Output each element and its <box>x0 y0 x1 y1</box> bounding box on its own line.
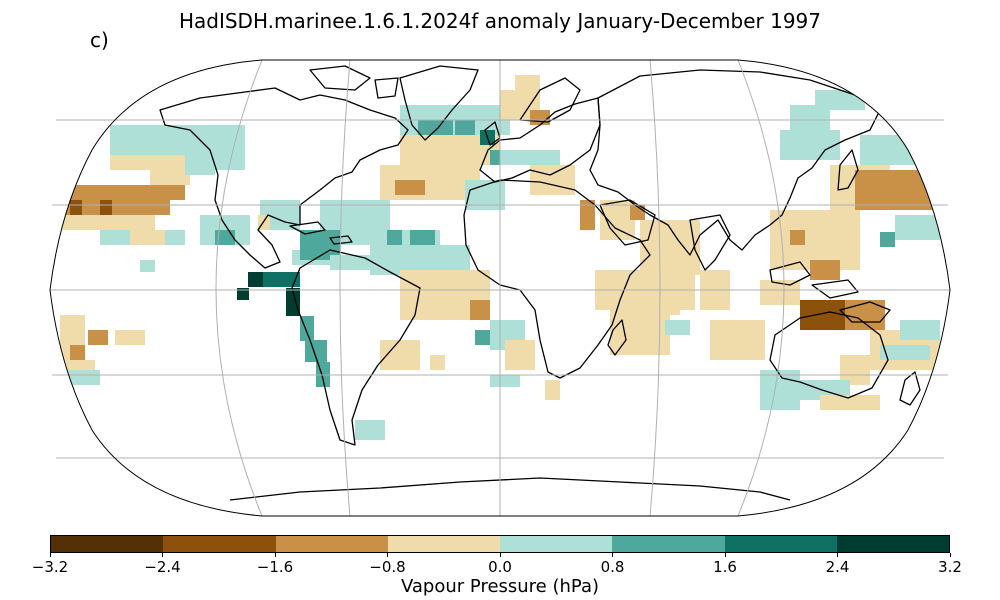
colorbar-tick-mark <box>387 553 388 557</box>
anomaly-cell <box>820 395 880 410</box>
anomaly-cell <box>70 200 82 215</box>
anomaly-cell <box>387 230 402 245</box>
anomaly-cell <box>760 280 800 305</box>
anomaly-cell <box>100 200 112 215</box>
anomaly-cell <box>70 345 85 360</box>
panel-label: c) <box>90 28 109 52</box>
colorbar-segment <box>275 536 388 552</box>
colorbar-segment <box>387 536 500 552</box>
meridian-120e <box>737 59 785 517</box>
anomaly-cell <box>530 165 575 195</box>
anomaly-cell <box>790 230 805 245</box>
anomaly-cell <box>130 230 175 245</box>
anomaly-cell <box>880 232 895 247</box>
anomaly-cell <box>780 130 840 160</box>
meridian-120w <box>215 59 263 517</box>
anomaly-cell <box>760 395 800 410</box>
anomaly-cell <box>500 150 560 165</box>
anomaly-cell <box>740 345 760 360</box>
colorbar-tick-mark <box>837 553 838 557</box>
anomaly-cell <box>60 200 170 215</box>
anomaly-cell <box>185 145 215 175</box>
anomaly-cell <box>505 340 535 370</box>
anomaly-cell <box>475 330 490 345</box>
anomaly-cell <box>110 155 200 170</box>
colorbar-tick-label: 0.8 <box>600 558 625 576</box>
anomaly-cell <box>430 355 445 370</box>
anomaly-cell <box>60 370 100 385</box>
anomaly-cell <box>530 110 550 125</box>
anomaly-cell <box>410 230 435 245</box>
graticule <box>50 59 950 517</box>
meridian-60w <box>339 59 351 517</box>
colorbar-tick-mark <box>499 553 501 557</box>
anomaly-cell <box>150 170 190 185</box>
anomaly-cell <box>237 288 249 300</box>
colorbar-tick-label: −3.2 <box>31 558 69 576</box>
anomaly-cell <box>900 320 940 340</box>
anomaly-cell <box>248 272 263 287</box>
anomaly-cell <box>395 180 425 195</box>
colorbar-tick-mark <box>612 553 613 557</box>
anomaly-cell <box>88 330 108 345</box>
colorbar-tick-label: 3.2 <box>938 558 962 576</box>
anomaly-cell <box>665 320 690 335</box>
colorbar-label: Vapour Pressure (hPa) <box>400 576 600 597</box>
colorbar-segment <box>836 536 949 552</box>
anomaly-cell <box>610 310 670 355</box>
colorbar-tick-label: 2.4 <box>825 558 850 576</box>
anomaly-cell <box>545 380 560 400</box>
colorbar-tick-label: 1.6 <box>713 558 737 576</box>
colorbar-segment <box>612 536 725 552</box>
colorbar-tick-mark <box>49 553 51 557</box>
anomaly-map <box>49 59 951 517</box>
anomaly-cell <box>60 215 155 230</box>
anomaly-cell <box>810 260 840 280</box>
colorbar-tick-label: −1.6 <box>256 558 294 576</box>
anomaly-cell <box>418 120 453 135</box>
colorbar-segment <box>51 536 164 552</box>
meridian-60e <box>649 59 661 517</box>
map-boundary <box>49 59 951 517</box>
anomaly-cell <box>286 288 300 316</box>
colorbar-segment <box>724 536 837 552</box>
colorbar-tick-mark <box>949 553 951 557</box>
anomaly-cell <box>895 215 940 240</box>
chart-title: HadISDH.marinee.1.6.1.2024f anomaly Janu… <box>178 9 822 33</box>
anomaly-cell <box>600 200 635 240</box>
anomaly-cell <box>140 260 155 272</box>
anomaly-cell <box>855 170 935 210</box>
colorbar-segment <box>163 536 276 552</box>
anomaly-cell <box>455 120 475 135</box>
anomaly-cell <box>515 75 540 90</box>
anomaly-cell <box>470 300 490 320</box>
anomaly-cell <box>355 420 385 440</box>
anomaly-cell <box>845 300 885 330</box>
anomaly-cell <box>650 255 685 270</box>
colorbar-tick-mark <box>274 553 276 557</box>
anomaly-cell <box>800 300 845 330</box>
colorbar-tick-label: −2.4 <box>144 558 181 576</box>
colorbar-tick-mark <box>724 553 726 557</box>
anomaly-cell <box>330 255 390 270</box>
colorbar-tick-label: 0.0 <box>488 558 512 576</box>
anomaly-cell <box>60 185 185 200</box>
anomaly-cell <box>580 200 595 230</box>
colorbar-tick-mark <box>162 553 163 557</box>
anomaly-cell <box>100 230 130 245</box>
anomaly-cell <box>440 285 455 300</box>
colorbar <box>50 535 950 553</box>
anomaly-cell <box>860 135 940 165</box>
anomaly-cell <box>305 340 327 362</box>
colorbar-tick-label: −0.8 <box>369 558 406 576</box>
colorbar-segment <box>500 536 613 552</box>
anomaly-cell <box>815 90 865 110</box>
anomaly-cell <box>880 345 930 360</box>
anomaly-cell <box>490 375 520 387</box>
anomaly-cell <box>235 215 250 245</box>
anomaly-cell <box>165 230 185 245</box>
anomaly-cell <box>115 330 145 345</box>
